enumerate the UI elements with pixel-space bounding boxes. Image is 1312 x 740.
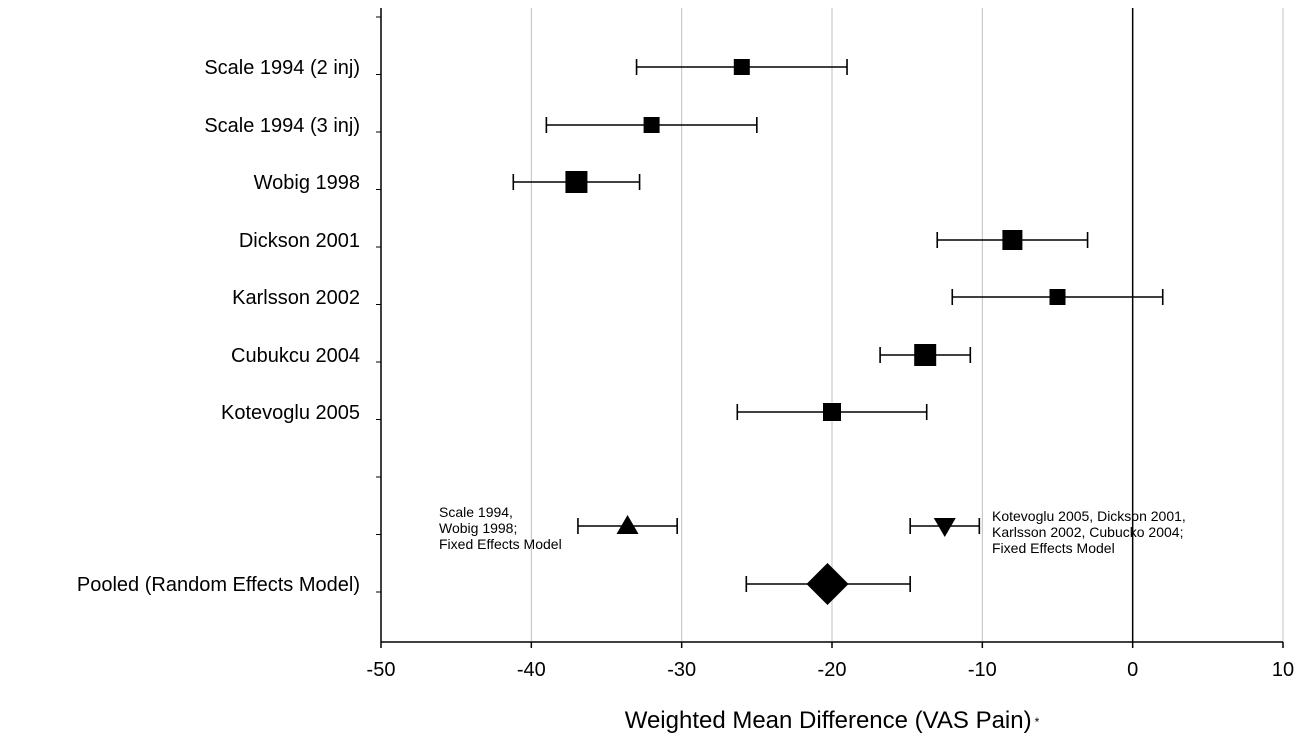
subgroup-annotation-line: Fixed Effects Model — [992, 540, 1115, 556]
subgroup-annotation-line: Wobig 1998; — [439, 520, 517, 536]
x-ticks: -50 -40 -30 -20 -10 0 10 — [367, 16, 1294, 681]
x-tick-label: -30 — [667, 659, 696, 681]
pooled-label: Pooled (Random Effects Model) — [77, 574, 360, 596]
x-axis-title-asterisk: * — [1035, 715, 1040, 729]
study-estimate-square — [733, 59, 750, 75]
x-tick-label: -10 — [968, 659, 997, 681]
study-label: Wobig 1998 — [254, 172, 360, 194]
study-estimate-square — [565, 171, 588, 193]
subgroup-annotation-line: Karlsson 2002, Cubucko 2004; — [992, 524, 1183, 540]
study-estimate-square — [914, 344, 937, 366]
study-estimate-square — [643, 117, 660, 133]
x-tick-label: -50 — [367, 659, 396, 681]
x-tick-label: -20 — [818, 659, 847, 681]
pooled-diamond — [806, 563, 849, 605]
x-tick-label: 10 — [1272, 659, 1294, 681]
study-labels: Scale 1994 (2 inj) Scale 1994 (3 inj) Wobi… — [77, 57, 360, 596]
study-label: Cubukcu 2004 — [231, 345, 360, 367]
study-label: Karlsson 2002 — [232, 287, 360, 309]
x-tick-label: -40 — [517, 659, 546, 681]
estimates — [512, 59, 1164, 605]
subgroup-annotation-line: Kotevoglu 2005, Dickson 2001, — [992, 508, 1186, 524]
study-label: Scale 1994 (3 inj) — [204, 115, 360, 137]
study-label: Dickson 2001 — [239, 230, 360, 252]
subgroup-triangle-up — [616, 515, 639, 534]
study-estimate-square — [823, 403, 841, 421]
study-estimate-square — [1002, 230, 1023, 250]
x-tick-label: 0 — [1127, 659, 1138, 681]
gridlines — [530, 8, 1284, 642]
x-axis-title: Weighted Mean Difference (VAS Pain) * — [625, 707, 1040, 734]
subgroup-annotation-line: Scale 1994, — [439, 504, 513, 520]
study-label: Kotevoglu 2005 — [221, 402, 360, 424]
subgroup-triangle-down — [933, 518, 956, 537]
subgroup-annotations: Scale 1994,Wobig 1998;Fixed Effects Mode… — [439, 504, 1186, 556]
study-estimate-square — [1049, 289, 1066, 305]
study-label: Scale 1994 (2 inj) — [204, 57, 360, 79]
subgroup-annotation-line: Fixed Effects Model — [439, 536, 562, 552]
x-axis-title-text: Weighted Mean Difference (VAS Pain) — [625, 707, 1032, 734]
